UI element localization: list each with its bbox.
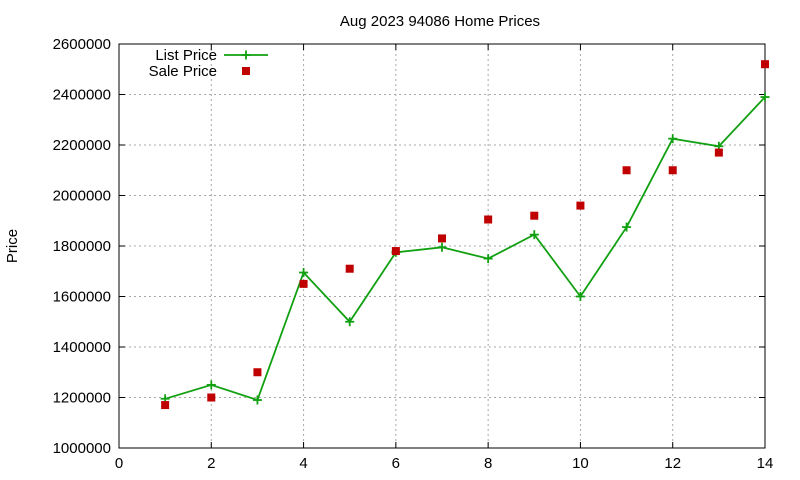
y-axis-label: Price <box>4 229 21 263</box>
sale-price-point <box>622 166 631 175</box>
legend-square-swatch <box>242 67 250 75</box>
legend-label: List Price <box>155 47 217 64</box>
y-tick-label: 1400000 <box>53 339 111 356</box>
x-tick-label: 12 <box>664 455 681 472</box>
y-tick-label: 1600000 <box>53 289 111 306</box>
x-tick-label: 2 <box>207 455 215 472</box>
list-price-line <box>164 96 766 402</box>
list-price-point <box>760 92 770 102</box>
list-price-series <box>160 92 770 405</box>
y-tick-label: 1000000 <box>53 440 111 457</box>
list-price-point <box>668 134 678 144</box>
y-tick-label: 1200000 <box>53 390 111 407</box>
x-tick-label: 4 <box>299 455 307 472</box>
list-price-point <box>206 380 216 390</box>
sale-price-point <box>761 60 769 69</box>
sale-price-point <box>484 215 493 224</box>
x-tick-label: 0 <box>115 455 123 472</box>
axes: 0 2 4 6 8 10 12 14 1000000 1200000 1400000 1600000 1… <box>53 36 774 472</box>
list-price-point <box>437 242 447 252</box>
chart-title: Aug 2023 94086 Home Prices <box>340 13 540 30</box>
sale-price-point <box>530 211 539 220</box>
sale-price-point <box>391 247 400 256</box>
sale-price-point <box>438 234 446 243</box>
sale-price-point <box>668 166 677 175</box>
sale-price-point <box>345 264 354 273</box>
sale-price-series <box>161 60 769 410</box>
list-price-point <box>345 317 355 327</box>
list-price-point <box>575 292 585 301</box>
sale-price-point <box>161 401 170 410</box>
sale-price-point <box>714 148 723 157</box>
x-tick-label: 6 <box>392 455 400 472</box>
sale-price-point <box>207 393 216 402</box>
x-tick-label: 14 <box>757 455 774 472</box>
list-price-point <box>299 268 309 278</box>
list-price-point <box>483 254 493 264</box>
y-tick-label: 2600000 <box>53 36 111 53</box>
legend-entry-sale-price: Sale Price <box>149 63 250 80</box>
legend-label: Sale Price <box>149 63 217 80</box>
y-tick-label: 2400000 <box>53 87 111 104</box>
list-price-point <box>529 230 539 240</box>
sale-price-point <box>299 279 308 288</box>
legend-plus-swatch <box>241 50 251 60</box>
x-tick-label: 8 <box>484 455 492 472</box>
legend-entry-list-price: List Price <box>155 47 268 64</box>
y-tick-label: 2000000 <box>53 188 111 205</box>
list-price-point <box>622 222 632 232</box>
sale-price-point <box>253 368 262 377</box>
y-tick-label: 1800000 <box>53 238 111 255</box>
y-tick-label: 2200000 <box>53 137 111 154</box>
plot-area <box>160 60 770 410</box>
list-price-point <box>252 395 262 405</box>
x-tick-label: 10 <box>572 455 589 472</box>
sale-price-point <box>576 201 585 210</box>
